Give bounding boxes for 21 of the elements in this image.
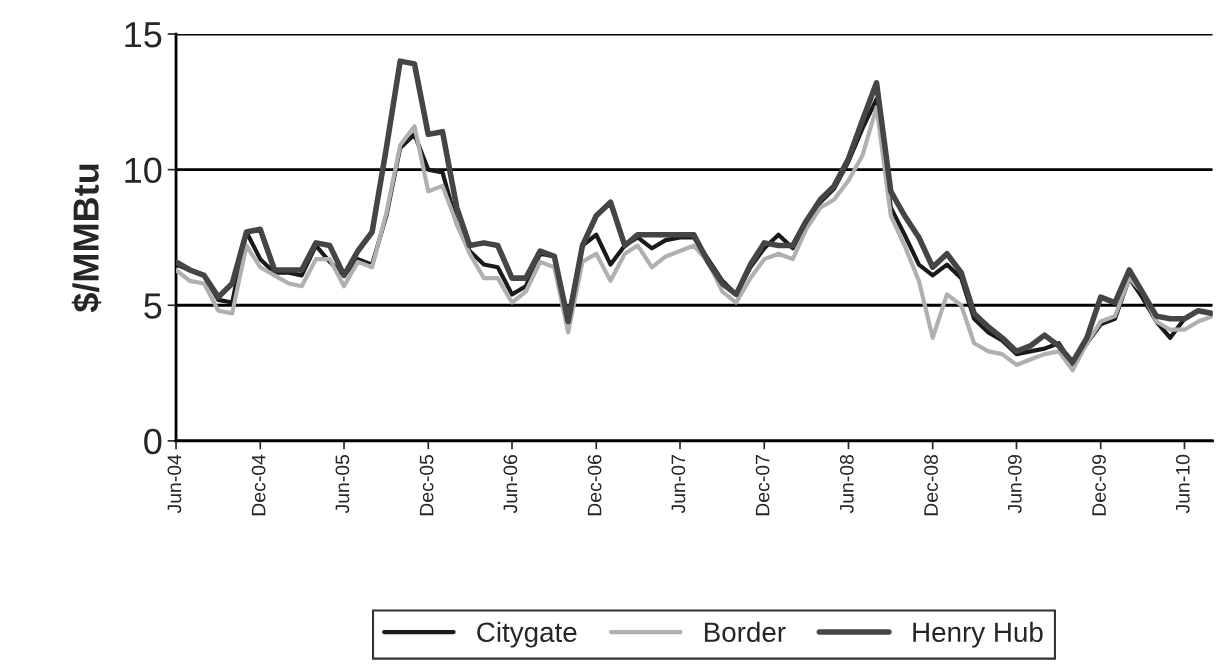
y-tick-label: 15: [125, 22, 162, 48]
legend-label: Citygate: [477, 621, 577, 648]
y-tick-label: 10: [125, 157, 162, 184]
x-tick-label: Jun-04: [167, 454, 182, 514]
y-tick-label: 0: [144, 428, 162, 455]
x-tick-label: Jun-08: [839, 454, 854, 514]
legend-label: Henry Hub: [913, 621, 1043, 648]
x-tick-label: Dec-09: [1092, 455, 1106, 516]
x-tick-label: Jun-10: [1175, 454, 1190, 514]
x-tick-label: Jun-07: [671, 455, 686, 514]
x-tick-label: Dec-06: [587, 454, 602, 516]
y-tick-label: 5: [144, 293, 162, 319]
x-tick-label: Jun-05: [335, 454, 350, 514]
x-tick-label: Jun-06: [503, 454, 518, 514]
x-tick-label: Jun-09: [1007, 455, 1022, 514]
x-tick-label: Dec-05: [419, 454, 434, 516]
y-axis-title: $/MMBtu: [71, 164, 102, 313]
legend-label: Border: [704, 621, 786, 643]
x-tick-label: Dec-07: [755, 455, 770, 516]
x-tick-label: Dec-08: [924, 454, 938, 516]
x-tick-label: Dec-04: [251, 454, 266, 516]
